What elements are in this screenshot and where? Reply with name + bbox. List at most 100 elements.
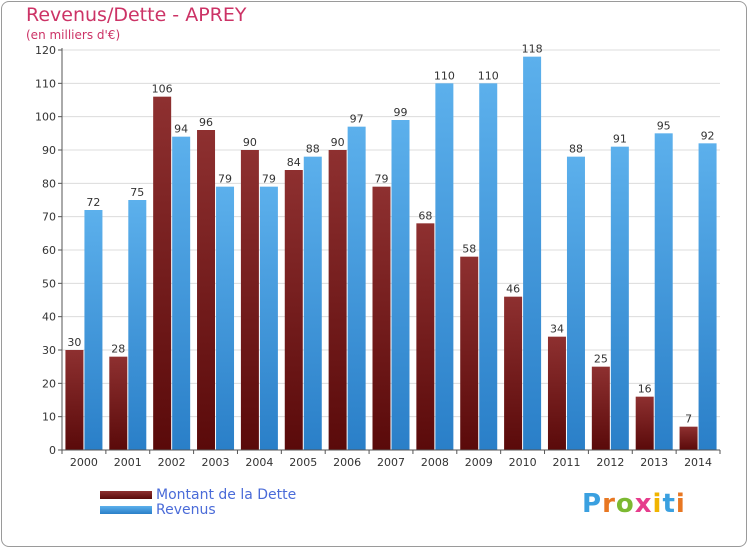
x-tick-label: 2014 (684, 456, 712, 469)
data-label-revenue: 94 (174, 123, 188, 136)
bar-revenue (654, 133, 673, 451)
logo-letter: t (662, 489, 676, 519)
data-label-debt: 84 (287, 156, 301, 169)
x-tick-label: 2006 (333, 456, 361, 469)
chart-legend: Montant de la Dette Revenus (100, 486, 297, 518)
bar-debt (197, 130, 216, 450)
x-tick-label: 2003 (202, 456, 230, 469)
logo-letter: i (652, 489, 663, 519)
logo-letter: P (582, 489, 603, 519)
data-label-debt: 34 (550, 323, 564, 336)
x-tick-label: 2005 (289, 456, 317, 469)
y-tick-label: 100 (35, 111, 56, 124)
y-tick-label: 120 (35, 44, 56, 57)
bar-revenue (610, 146, 629, 450)
x-tick-label: 2000 (70, 456, 98, 469)
bar-revenue (435, 83, 454, 450)
data-label-revenue: 99 (394, 106, 408, 119)
data-label-debt: 68 (418, 209, 432, 222)
data-label-revenue: 88 (569, 143, 583, 156)
bar-debt (635, 396, 654, 450)
bar-debt (153, 96, 172, 451)
x-tick-label: 2004 (245, 456, 273, 469)
data-label-debt: 90 (243, 136, 257, 149)
chart-title: Revenus/Dette - APREY (26, 4, 247, 26)
legend-item-revenue: Revenus (100, 501, 296, 518)
data-label-revenue: 91 (613, 133, 627, 146)
y-tick-label: 80 (42, 177, 56, 190)
bar-revenue (479, 83, 498, 450)
y-tick-label: 50 (42, 277, 56, 290)
bar-debt (372, 186, 391, 450)
x-tick-label: 2007 (377, 456, 405, 469)
bar-revenue (303, 156, 322, 450)
bar-debt (504, 296, 523, 450)
data-label-debt: 16 (638, 383, 652, 396)
data-label-debt: 28 (111, 343, 125, 356)
y-tick-label: 0 (49, 444, 56, 457)
data-label-revenue: 79 (218, 173, 232, 186)
proxiti-logo: Proxiti (582, 489, 686, 519)
data-label-debt: 7 (685, 413, 692, 426)
legend-label-debt: Montant de la Dette (156, 486, 297, 503)
bar-revenue (216, 186, 235, 450)
bar-debt (240, 150, 259, 450)
x-tick-label: 2001 (114, 456, 142, 469)
data-label-revenue: 88 (306, 143, 320, 156)
data-label-revenue: 72 (86, 196, 100, 209)
logo-letter: x (634, 489, 653, 519)
y-tick-label: 110 (35, 77, 56, 90)
y-tick-label: 20 (42, 377, 56, 390)
bar-revenue (172, 136, 191, 450)
bar-revenue (391, 120, 410, 450)
x-tick-label: 2002 (158, 456, 186, 469)
bar-debt (328, 150, 347, 450)
y-tick-label: 70 (42, 211, 56, 224)
y-tick-label: 90 (42, 144, 56, 157)
data-label-revenue: 79 (262, 173, 276, 186)
data-label-revenue: 118 (522, 43, 543, 56)
bar-revenue (698, 143, 717, 451)
logo-letter: i (675, 489, 686, 519)
chart-subtitle: (en milliers d'€) (26, 28, 121, 42)
data-label-revenue: 95 (657, 119, 671, 132)
bar-debt (460, 256, 479, 450)
y-tick-label: 60 (42, 244, 56, 257)
bar-revenue (523, 56, 542, 451)
bar-debt (109, 356, 128, 450)
data-label-revenue: 110 (478, 69, 499, 82)
x-tick-label: 2013 (640, 456, 668, 469)
bar-revenue (128, 200, 147, 450)
data-label-debt: 96 (199, 116, 213, 129)
bar-revenue (566, 156, 585, 450)
bar-debt (547, 336, 566, 450)
data-label-revenue: 92 (701, 129, 715, 142)
y-tick-label: 40 (42, 311, 56, 324)
bar-revenue (84, 210, 103, 450)
bar-debt (284, 170, 303, 450)
bar-debt (416, 223, 435, 450)
bar-debt (679, 426, 698, 450)
data-label-debt: 30 (67, 336, 81, 349)
data-label-debt: 46 (506, 283, 520, 296)
x-tick-label: 2009 (465, 456, 493, 469)
y-tick-label: 10 (42, 411, 56, 424)
bar-debt (65, 350, 84, 450)
data-label-revenue: 110 (434, 69, 455, 82)
logo-letter: r (602, 489, 616, 519)
y-tick-label: 30 (42, 344, 56, 357)
x-tick-label: 2012 (596, 456, 624, 469)
data-label-debt: 58 (462, 243, 476, 256)
bar-revenue (347, 126, 366, 451)
data-label-debt: 90 (331, 136, 345, 149)
x-tick-label: 2011 (552, 456, 580, 469)
logo-letter: o (615, 489, 635, 519)
data-label-revenue: 75 (130, 186, 144, 199)
legend-label-revenue: Revenus (156, 501, 216, 518)
data-label-debt: 106 (152, 83, 173, 96)
legend-swatch-debt (100, 490, 152, 499)
bar-debt (591, 366, 610, 450)
data-label-debt: 25 (594, 353, 608, 366)
data-label-revenue: 97 (350, 113, 364, 126)
